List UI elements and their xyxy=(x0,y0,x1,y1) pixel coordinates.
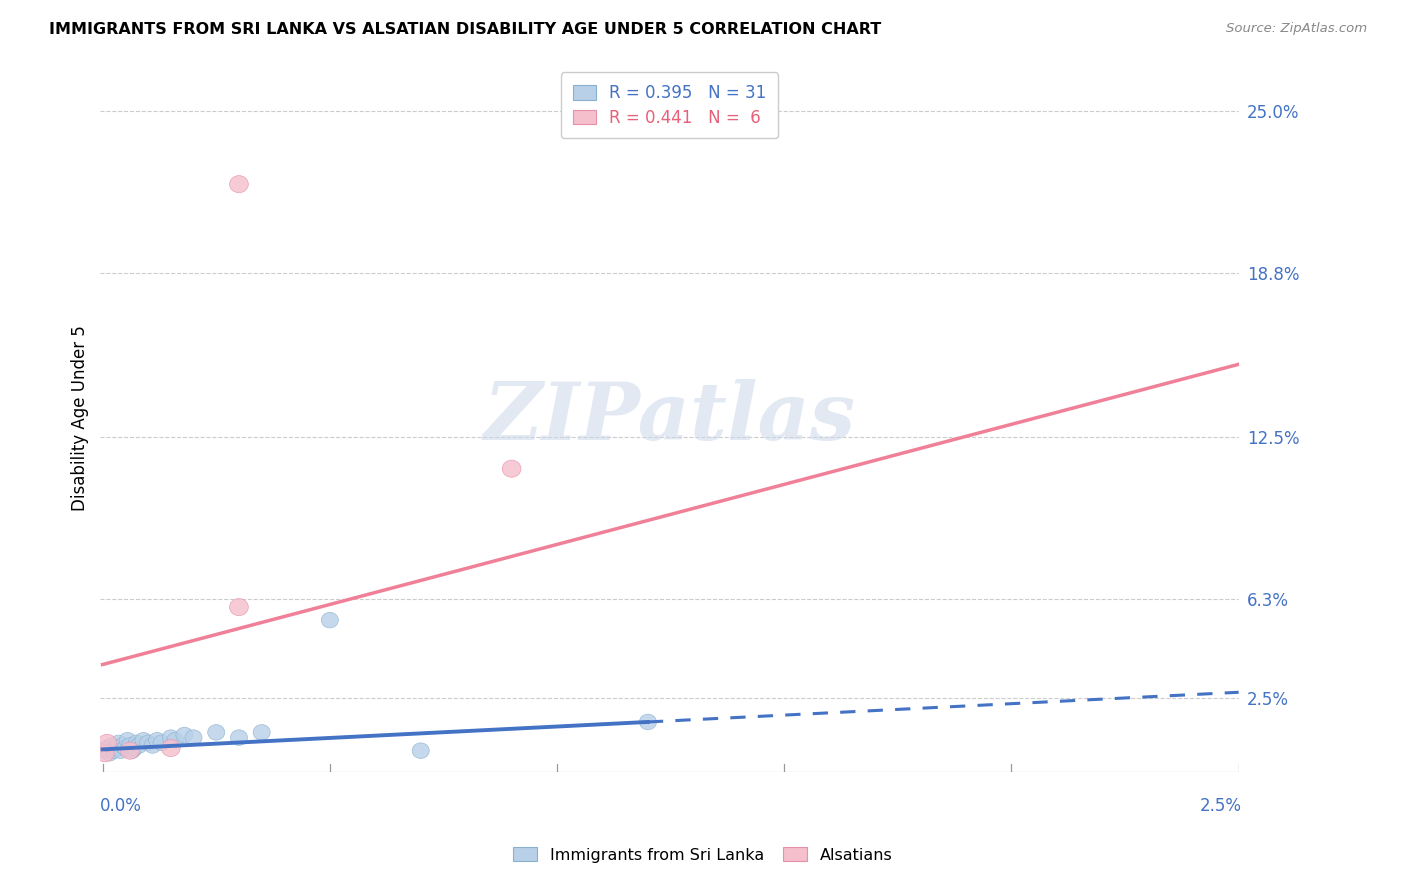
Ellipse shape xyxy=(101,746,118,761)
Ellipse shape xyxy=(117,740,134,756)
Ellipse shape xyxy=(229,176,249,193)
Y-axis label: Disability Age Under 5: Disability Age Under 5 xyxy=(72,325,89,511)
Ellipse shape xyxy=(640,714,657,730)
Ellipse shape xyxy=(502,460,522,477)
Text: 0.0%: 0.0% xyxy=(100,797,142,814)
Text: 2.5%: 2.5% xyxy=(1199,797,1241,814)
Ellipse shape xyxy=(124,743,141,758)
Ellipse shape xyxy=(153,735,170,751)
Ellipse shape xyxy=(97,743,114,758)
Ellipse shape xyxy=(412,743,429,758)
Ellipse shape xyxy=(114,738,132,753)
Legend: R = 0.395   N = 31, R = 0.441   N =  6: R = 0.395 N = 31, R = 0.441 N = 6 xyxy=(561,72,778,138)
Ellipse shape xyxy=(120,732,136,748)
Ellipse shape xyxy=(229,599,249,615)
Ellipse shape xyxy=(96,745,114,762)
Text: IMMIGRANTS FROM SRI LANKA VS ALSATIAN DISABILITY AGE UNDER 5 CORRELATION CHART: IMMIGRANTS FROM SRI LANKA VS ALSATIAN DI… xyxy=(49,22,882,37)
Ellipse shape xyxy=(105,743,122,758)
Ellipse shape xyxy=(98,734,117,751)
Ellipse shape xyxy=(121,742,139,759)
Text: ZIPatlas: ZIPatlas xyxy=(484,379,856,457)
Ellipse shape xyxy=(208,724,225,740)
Ellipse shape xyxy=(127,740,143,756)
Ellipse shape xyxy=(128,735,145,751)
Ellipse shape xyxy=(162,730,180,746)
Ellipse shape xyxy=(143,738,162,753)
Ellipse shape xyxy=(110,735,127,751)
Ellipse shape xyxy=(103,738,121,753)
Ellipse shape xyxy=(131,738,148,753)
Ellipse shape xyxy=(108,740,125,756)
Ellipse shape xyxy=(112,743,129,758)
Ellipse shape xyxy=(98,740,115,756)
Ellipse shape xyxy=(121,738,138,753)
Ellipse shape xyxy=(162,739,180,756)
Ellipse shape xyxy=(139,735,156,751)
Legend: Immigrants from Sri Lanka, Alsatians: Immigrants from Sri Lanka, Alsatians xyxy=(505,839,901,871)
Ellipse shape xyxy=(176,727,193,743)
Ellipse shape xyxy=(322,612,339,628)
Ellipse shape xyxy=(253,724,270,740)
Ellipse shape xyxy=(231,730,247,746)
Ellipse shape xyxy=(149,732,166,748)
Ellipse shape xyxy=(186,730,202,746)
Ellipse shape xyxy=(135,732,152,748)
Text: Source: ZipAtlas.com: Source: ZipAtlas.com xyxy=(1226,22,1367,36)
Ellipse shape xyxy=(167,732,184,748)
